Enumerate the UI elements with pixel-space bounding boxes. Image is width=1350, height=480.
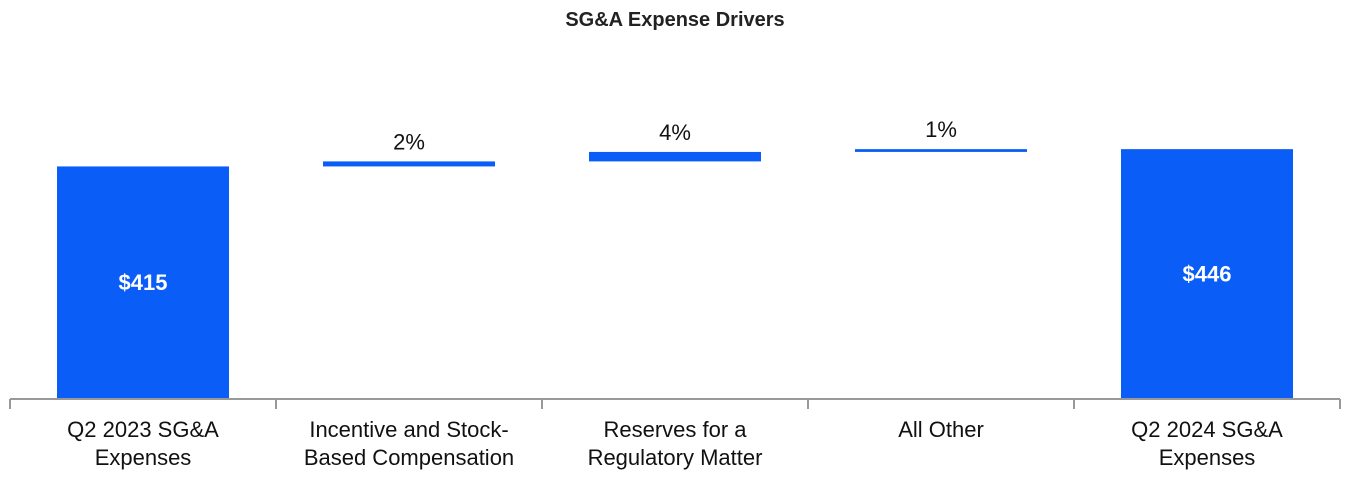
delta-percent-label: 2% xyxy=(393,129,425,154)
x-tick-label: Reserves for a xyxy=(603,417,747,442)
total-bar xyxy=(1121,149,1293,398)
total-value-label: $415 xyxy=(119,270,168,295)
delta-percent-label: 4% xyxy=(659,120,691,145)
x-tick-label: Q2 2023 SG&A xyxy=(67,417,219,442)
x-tick-label: Expenses xyxy=(95,445,192,470)
x-axis xyxy=(9,398,1341,409)
total-value-label: $446 xyxy=(1183,262,1232,287)
x-tick-labels: Q2 2023 SG&A Expenses Incentive and Stock-… xyxy=(67,417,1283,470)
delta-bar xyxy=(855,149,1027,152)
total-bar xyxy=(57,166,229,398)
x-tick-label: Regulatory Matter xyxy=(588,445,763,470)
x-tick-label: Based Compensation xyxy=(304,445,514,470)
bars-group: $415 2% 4% 1% $446 xyxy=(57,117,1293,398)
delta-percent-label: 1% xyxy=(925,117,957,142)
x-tick-label: Expenses xyxy=(1159,445,1256,470)
x-tick-label: All Other xyxy=(898,417,984,442)
delta-bar xyxy=(323,161,495,167)
x-tick-label: Q2 2024 SG&A xyxy=(1131,417,1283,442)
delta-bar xyxy=(589,151,761,162)
chart-title: SG&A Expense Drivers xyxy=(565,9,784,31)
x-tick-label: Incentive and Stock- xyxy=(309,417,508,442)
